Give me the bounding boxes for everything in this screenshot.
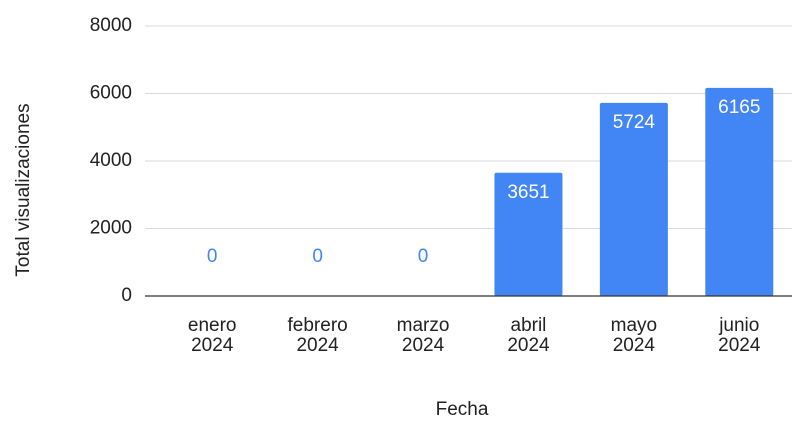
y-axis-title: Total visualizaciones [13, 103, 34, 276]
data-label: 5724 [613, 112, 656, 133]
y-tick-label: 6000 [90, 83, 132, 104]
y-tick-label: 2000 [90, 218, 132, 239]
bar [705, 87, 774, 297]
x-tick-label: junio 2024 [718, 315, 761, 356]
y-tick-label: 0 [121, 285, 132, 306]
y-tick-label: 4000 [90, 150, 132, 171]
data-label: 0 [312, 246, 323, 267]
data-label: 0 [418, 246, 429, 267]
x-tick-label: enero 2024 [188, 315, 237, 356]
x-axis-title: Fecha [436, 399, 489, 420]
data-label: 6165 [718, 97, 760, 118]
x-tick-label: mayo 2024 [611, 315, 657, 356]
bar [494, 172, 563, 296]
x-tick-label: abril 2024 [507, 315, 550, 356]
data-label: 3651 [507, 182, 549, 203]
x-tick-label: marzo 2024 [397, 315, 450, 356]
y-tick-label: 8000 [90, 15, 132, 36]
bar [599, 102, 668, 296]
data-label: 0 [207, 246, 218, 267]
x-tick-label: febrero 2024 [288, 315, 348, 356]
